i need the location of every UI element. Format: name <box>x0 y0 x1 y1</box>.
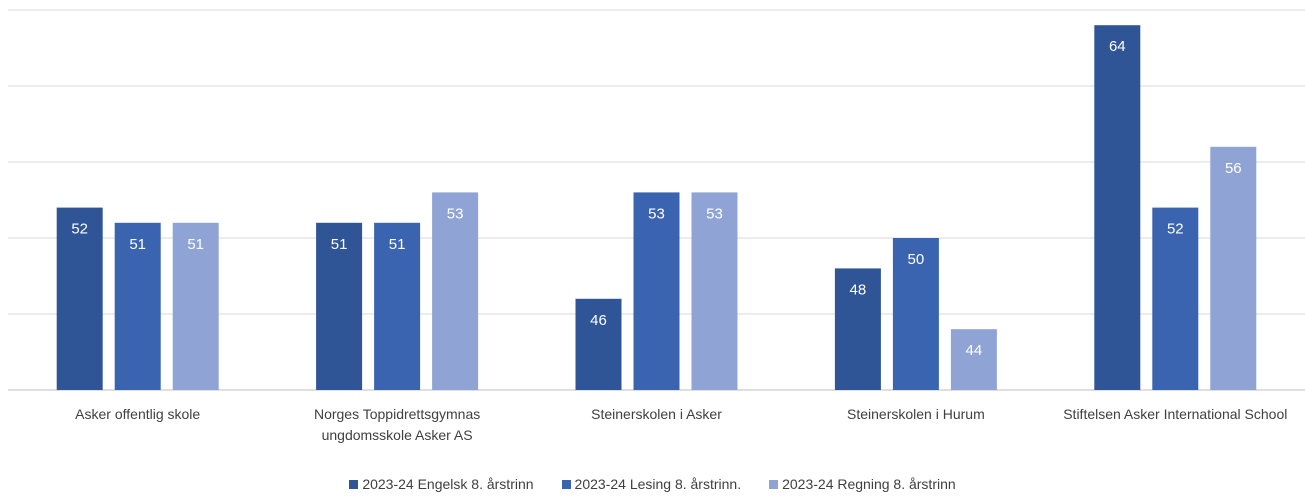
legend-label: 2023-24 Lesing 8. årstrinn. <box>574 476 742 492</box>
data-label: 48 <box>850 281 867 298</box>
x-tick-label: Stiftelsen Asker International School <box>1063 406 1288 422</box>
bar <box>432 192 479 390</box>
data-label: 51 <box>129 236 146 253</box>
bar <box>633 192 680 390</box>
x-tick-label: Steinerskolen i Asker <box>591 406 722 422</box>
data-label: 51 <box>331 236 348 253</box>
legend-swatch <box>349 480 359 489</box>
bar <box>834 268 881 390</box>
bar <box>575 298 622 390</box>
data-label: 53 <box>706 205 723 222</box>
data-label: 46 <box>590 312 607 329</box>
bar <box>114 222 161 390</box>
data-label: 44 <box>966 342 983 359</box>
bar <box>1152 207 1199 390</box>
data-label: 51 <box>187 236 204 253</box>
plot: 52 51 51 51 51 53 46 53 53 48 50 44 64 52 56 <box>8 9 1305 391</box>
bar <box>950 329 997 390</box>
bar <box>374 222 421 390</box>
bar <box>316 222 363 390</box>
bar <box>1094 25 1141 390</box>
bar <box>172 222 219 390</box>
bar <box>56 207 103 390</box>
data-label: 64 <box>1109 38 1126 55</box>
data-label: 56 <box>1225 160 1242 177</box>
bar <box>691 192 738 390</box>
legend-label: 2023-24 Engelsk 8. årstrinn <box>362 476 534 492</box>
data-label: 52 <box>1167 221 1184 238</box>
data-label: 52 <box>71 221 88 238</box>
data-label: 53 <box>648 205 665 222</box>
data-label: 53 <box>447 205 464 222</box>
legend-item: 2023-24 Regning 8. årstrinn <box>769 476 956 492</box>
legend-item: 2023-24 Lesing 8. årstrinn. <box>561 476 742 492</box>
legend-swatch <box>769 480 779 489</box>
legend-label: 2023-24 Regning 8. årstrinn <box>782 476 956 492</box>
bar <box>892 238 939 390</box>
data-label: 50 <box>908 251 925 268</box>
x-tick-label: Asker offentlig skole <box>75 406 201 422</box>
legend-swatch <box>561 480 571 489</box>
legend-item: 2023-24 Engelsk 8. årstrinn <box>349 476 534 492</box>
x-tick-label: Norges Toppidrettsgymnas ungdomsskole As… <box>313 406 481 443</box>
data-label: 51 <box>389 236 406 253</box>
bar <box>1210 146 1257 390</box>
x-tick-label: Steinerskolen i Hurum <box>847 406 985 422</box>
legend: 2023-24 Engelsk 8. årstrinn 2023-24 Lesin… <box>0 476 1305 492</box>
